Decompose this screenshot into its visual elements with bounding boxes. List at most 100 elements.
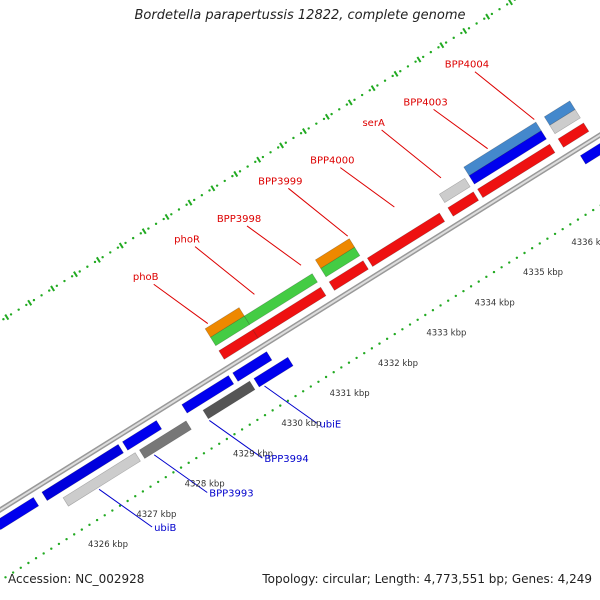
tick-mark xyxy=(95,256,101,263)
tick-dot xyxy=(11,571,15,574)
tick-dot xyxy=(508,261,511,264)
tick-dot xyxy=(101,256,104,259)
genome-title: Bordetella parapertussis 12822, complete… xyxy=(134,8,466,23)
tick-dot xyxy=(460,31,463,35)
tick-dot xyxy=(500,266,503,269)
tick-dot xyxy=(292,136,295,140)
tick-mark xyxy=(462,27,468,34)
tick-dot xyxy=(195,456,198,460)
tick-dot xyxy=(383,79,387,82)
leader-line xyxy=(209,420,263,459)
tick-dot xyxy=(131,236,135,240)
tick-dot xyxy=(40,294,43,297)
gene-features xyxy=(0,100,600,531)
kbp-tick-label: 4334 kbp xyxy=(475,298,515,308)
gene-gray xyxy=(202,380,256,420)
tick-dot xyxy=(569,223,572,226)
tick-mark xyxy=(73,271,78,278)
tick-mark xyxy=(416,56,422,63)
gene-label: BPP4000 xyxy=(310,156,354,167)
leader-line xyxy=(381,129,442,179)
tick-dot xyxy=(34,557,38,560)
tick-dot xyxy=(9,313,13,316)
tick-dot xyxy=(172,471,175,474)
tick-dot xyxy=(421,55,425,59)
tick-dot xyxy=(256,418,259,422)
gene-gray xyxy=(438,177,471,204)
tick-dot xyxy=(284,141,288,144)
gene-reverse xyxy=(0,496,40,531)
tick-dot xyxy=(27,561,30,565)
gene-gray xyxy=(549,108,581,135)
tick-dot xyxy=(78,270,81,273)
tick-dot xyxy=(177,208,181,211)
tick-dot xyxy=(86,265,89,268)
tick-dot xyxy=(185,203,188,206)
tick-dot xyxy=(393,332,396,336)
tick-dot xyxy=(276,146,280,149)
gene-reverse xyxy=(253,356,294,388)
tick-dot xyxy=(179,466,183,469)
gene-label: serA xyxy=(362,118,384,129)
tick-dot xyxy=(170,213,173,216)
tick-dot xyxy=(109,251,112,254)
tick-dot xyxy=(347,361,351,364)
gene-reverse xyxy=(468,130,547,185)
tick-dot xyxy=(70,275,74,278)
tick-dot xyxy=(592,208,595,212)
tick-dot xyxy=(231,174,234,178)
tick-dot xyxy=(584,213,587,217)
kbp-tick-label: 4330 kbp xyxy=(281,419,321,429)
tick-dot xyxy=(63,279,66,283)
leader-line xyxy=(339,167,395,208)
tick-dot xyxy=(218,442,221,445)
tick-dot xyxy=(215,184,219,187)
tick-dot xyxy=(353,98,356,102)
tick-dot xyxy=(378,342,381,345)
tick-dot xyxy=(446,299,450,302)
gene-green xyxy=(320,246,361,278)
tick-dot xyxy=(2,318,5,321)
tick-dot xyxy=(360,93,364,97)
tick-dot xyxy=(111,509,114,512)
tick-dot xyxy=(431,309,435,312)
tick-dot xyxy=(416,318,419,321)
tick-dot xyxy=(156,480,160,484)
tick-dot xyxy=(233,433,236,436)
tick-dot xyxy=(408,323,412,326)
gene-reverse xyxy=(181,375,235,414)
tick-mark xyxy=(370,85,376,92)
tick-dot xyxy=(454,294,458,298)
tick-dot xyxy=(467,27,471,30)
gene-label: BPP4003 xyxy=(403,97,447,108)
tick-dot xyxy=(193,198,196,202)
tick-dot xyxy=(42,552,45,555)
gene-label: ubiB xyxy=(154,523,176,534)
tick-dot xyxy=(330,112,333,116)
tick-mark xyxy=(187,199,193,206)
leader-line xyxy=(246,225,302,266)
tick-dot xyxy=(515,256,519,259)
tick-dot xyxy=(116,246,120,249)
gene-forward xyxy=(557,122,590,148)
tick-dot xyxy=(546,237,549,240)
tick-dot xyxy=(477,280,480,283)
gene-forward xyxy=(252,286,327,339)
tick-dot xyxy=(368,89,371,92)
tick-dot xyxy=(50,547,53,550)
tick-dot xyxy=(439,304,442,307)
gene-label: BPP3994 xyxy=(264,454,308,465)
tick-mark xyxy=(324,113,330,120)
tick-mark xyxy=(27,299,33,306)
tick-dot xyxy=(462,289,465,293)
tick-dot xyxy=(65,537,68,541)
tick-dot xyxy=(88,523,91,527)
tick-dot xyxy=(338,108,341,111)
tick-mark xyxy=(393,70,399,77)
tick-dot xyxy=(4,576,7,579)
gene-label: BPP3993 xyxy=(209,489,253,500)
tick-mark xyxy=(141,228,147,235)
tick-dot xyxy=(208,189,211,192)
tick-dot xyxy=(164,475,167,479)
